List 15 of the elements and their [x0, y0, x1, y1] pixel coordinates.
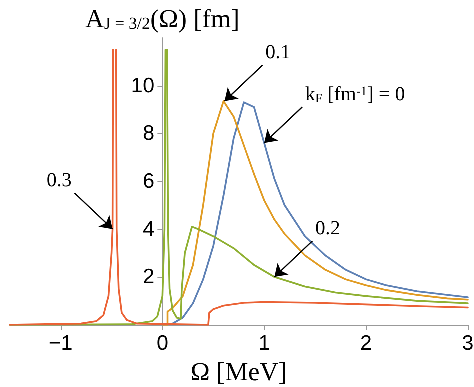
annotation: 0.2 [316, 217, 341, 240]
y-tick-label: 4 [142, 218, 155, 241]
y-tick-label: 8 [142, 122, 155, 146]
x-tick-label: 1 [258, 332, 270, 355]
x-tick-label: 2 [360, 332, 372, 355]
x-tick-label: 3 [462, 332, 474, 355]
x-tick-label: −1 [48, 332, 73, 355]
x-tick-label: 0 [156, 332, 169, 355]
y-tick-label: 10 [131, 74, 155, 98]
y-tick-label: 6 [142, 170, 155, 193]
y-tick-label: 2 [142, 266, 155, 289]
annotation: 0.3 [46, 170, 72, 192]
x-axis-title: Ω [MeV] [190, 358, 288, 386]
annotation: 0.1 [266, 42, 291, 64]
y-axis-title: AJ = 3/2(Ω) [fm] [86, 4, 240, 34]
